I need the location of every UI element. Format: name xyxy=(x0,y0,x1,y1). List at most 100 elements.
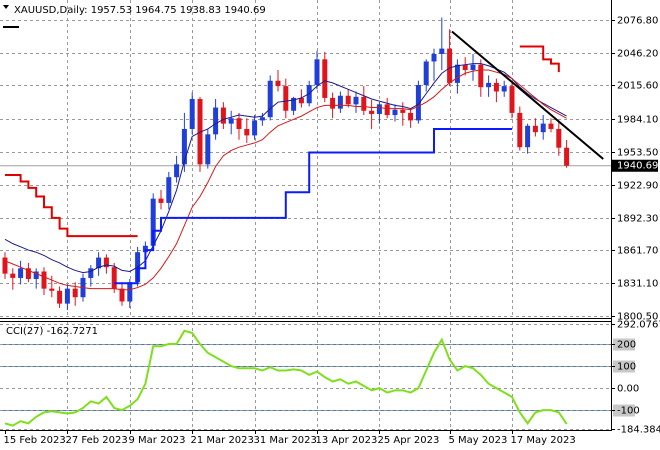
candle-body xyxy=(454,64,460,83)
y-tick-label: 1922.90 xyxy=(617,181,658,192)
candle-body xyxy=(291,97,297,111)
candle-body xyxy=(150,198,156,246)
candle-body xyxy=(400,109,406,113)
y-tick-label: 292.0767 xyxy=(617,320,660,331)
y-tick-label: 1800.50 xyxy=(617,312,658,323)
y-tick-label: 1861.70 xyxy=(617,246,658,257)
price-label: 1940.69 xyxy=(617,161,658,172)
candle-body xyxy=(119,288,125,302)
candle-body xyxy=(228,118,234,124)
candle-body xyxy=(72,288,78,298)
indicator-title: CCI(27) xyxy=(6,326,44,337)
candle-body xyxy=(111,267,117,289)
x-tick-label: 25 Apr 2023 xyxy=(378,435,440,446)
x-tick-label: 21 Mar 2023 xyxy=(191,435,254,446)
candle-body xyxy=(267,80,273,118)
indicator-header: CCI(27) -162.7271 xyxy=(6,326,98,337)
x-tick-label: 27 Feb 2023 xyxy=(66,435,128,446)
level-label-bg xyxy=(613,360,635,373)
y-tick-label: 2076.80 xyxy=(617,16,658,27)
candle-body xyxy=(540,123,546,133)
candle-body xyxy=(88,268,94,278)
candle-body xyxy=(548,123,554,129)
candle-body xyxy=(439,48,445,54)
x-tick-label: 5 May 2023 xyxy=(449,435,508,446)
y-tick-label: 2046.20 xyxy=(617,49,658,60)
candle-body xyxy=(283,86,289,111)
candle-body xyxy=(501,86,507,92)
candle-body xyxy=(486,82,492,88)
candle-body xyxy=(431,53,437,62)
candle-body xyxy=(213,107,219,135)
candle-body xyxy=(353,96,359,105)
marker xyxy=(3,26,19,28)
y-tick-label: 1953.50 xyxy=(617,148,658,159)
candle-body xyxy=(166,177,172,203)
candle-body xyxy=(322,59,328,98)
candle-body xyxy=(525,125,531,148)
candle-body xyxy=(181,128,187,165)
candle-body xyxy=(345,95,351,105)
ohlc-value: 1938.83 xyxy=(180,5,221,16)
trendline xyxy=(451,30,604,160)
candle-body xyxy=(493,82,499,92)
candle-body xyxy=(517,112,523,148)
chart-header: XAUUSD,Daily: 1957.53 1964.75 1938.83 19… xyxy=(14,5,266,16)
candle-body xyxy=(142,245,148,253)
level-label-bg xyxy=(613,338,635,351)
candle-body xyxy=(158,198,164,203)
candle-body xyxy=(49,288,55,291)
candle-body xyxy=(96,257,102,269)
y-tick-label: -100 xyxy=(617,406,640,417)
candle-body xyxy=(41,271,47,289)
candle-body xyxy=(57,290,63,304)
candle-body xyxy=(259,117,265,121)
y-tick-label: 1984.10 xyxy=(617,115,658,126)
step-line xyxy=(5,45,560,238)
candle-body xyxy=(470,64,476,71)
indicator-line xyxy=(4,329,568,427)
candle-body xyxy=(415,85,421,121)
x-tick-label: 9 Mar 2023 xyxy=(129,435,186,446)
candle-body xyxy=(556,128,562,148)
step-line xyxy=(114,127,512,285)
candle-body xyxy=(205,134,211,165)
x-tick-label: 31 Mar 2023 xyxy=(254,435,317,446)
y-tick-label: 2015.60 xyxy=(617,81,658,92)
x-tick-label: 15 Feb 2023 xyxy=(4,435,66,446)
candle-body xyxy=(330,97,336,109)
candle-body xyxy=(10,273,16,278)
y-tick-label: 100 xyxy=(617,362,636,373)
ohlc-value: 1957.53 xyxy=(91,5,132,16)
indicator-value: -162.7271 xyxy=(47,326,98,337)
x-tick-label: 13 Apr 2023 xyxy=(316,435,378,446)
candle-body xyxy=(252,120,258,136)
candle-body xyxy=(275,80,281,87)
candle-body xyxy=(392,109,398,116)
ohlc-value: 1940.69 xyxy=(224,5,265,16)
y-tick-label: 1892.30 xyxy=(617,214,658,225)
menu-icon xyxy=(3,5,9,9)
grid-layer xyxy=(0,0,635,430)
candle-body xyxy=(423,61,429,86)
candle-body xyxy=(408,112,414,121)
candle-body xyxy=(236,118,242,129)
candle-body xyxy=(532,125,538,133)
candle-body xyxy=(174,164,180,178)
y-tick-label: 0.00 xyxy=(617,384,639,395)
candle-body xyxy=(127,282,133,302)
moving-average xyxy=(4,63,567,274)
price-label-bg xyxy=(612,159,658,172)
candle-body xyxy=(33,271,39,279)
candle-body xyxy=(220,107,226,124)
ohlc-value: 1964.75 xyxy=(135,5,176,16)
candle-body xyxy=(384,104,390,116)
y-tick-label: 1831.10 xyxy=(617,279,658,290)
candle-body xyxy=(509,86,515,113)
marks-layer xyxy=(2,17,604,427)
candle-body xyxy=(25,268,31,279)
level-label-bg xyxy=(613,404,635,417)
